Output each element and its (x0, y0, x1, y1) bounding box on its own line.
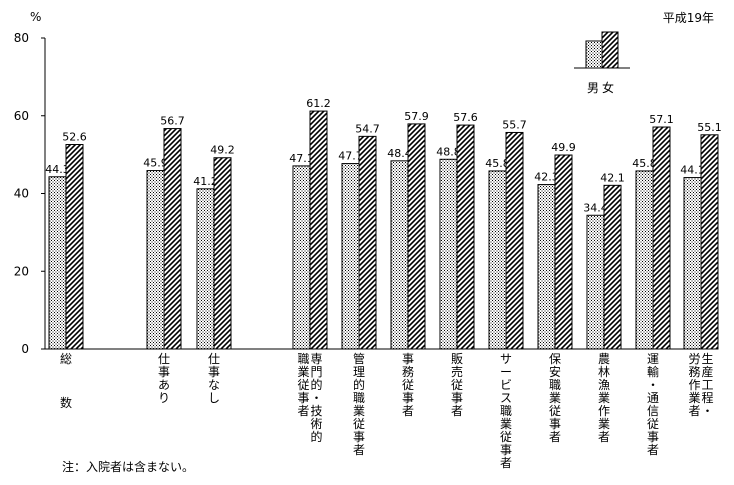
legend-label: 男女 (587, 80, 617, 95)
bar-female-2 (213, 157, 232, 350)
data-label-male-11: 44.1 (680, 164, 705, 177)
category-labels: 総数仕事あり仕事なし専門的・技術的職業従事者管理的職業従事者事務従事者販売従事者… (60, 351, 714, 470)
data-label-male-1: 45.9 (143, 157, 168, 170)
bar-female-6 (456, 124, 475, 350)
category-label-line: 保安職業従事者 (549, 352, 561, 444)
data-label-female-5: 57.9 (404, 110, 429, 123)
data-label-female-10: 57.1 (649, 113, 674, 126)
category-label-11: 生産工程・労務作業者 (688, 352, 713, 418)
data-label-female-7: 55.7 (502, 118, 527, 131)
y-tick-label: 0 (21, 342, 29, 356)
bar-female-9 (603, 184, 622, 350)
category-label-line: 数 (60, 395, 72, 410)
bar-male-0 (48, 176, 67, 350)
category-label-2: 仕事なし (208, 352, 220, 405)
category-label-line: 農林漁業作業者 (598, 352, 610, 444)
category-label-4: 管理的職業従事者 (353, 351, 365, 457)
category-label-6: 販売従事者 (451, 352, 463, 418)
legend-swatch-female (601, 31, 619, 69)
data-label-female-6: 57.6 (453, 111, 478, 124)
category-label-5: 事務従事者 (402, 352, 414, 418)
data-label-male-2: 41.2 (193, 175, 218, 188)
bar-female-5 (407, 123, 426, 350)
y-axis-ticks: 0 20 40 60 80 (14, 31, 45, 356)
category-label-line: 事務従事者 (402, 352, 414, 418)
category-label-9: 農林漁業作業者 (598, 352, 610, 444)
category-label-10: 運輸・通信従事者 (647, 352, 659, 457)
bar-male-8 (537, 184, 556, 350)
bar-female-0 (65, 144, 84, 350)
data-label-male-8: 42.3 (534, 171, 559, 184)
bar-male-1 (146, 170, 165, 350)
data-label-male-0: 44.3 (45, 163, 70, 176)
bar-female-4 (358, 135, 377, 350)
data-label-female-3: 61.2 (306, 97, 331, 110)
bar-male-5 (390, 160, 409, 350)
category-label-line: 総 (60, 352, 72, 366)
category-label-line: 生産工程・ (701, 352, 713, 418)
bar-male-9 (586, 214, 605, 350)
category-label-line: サービス職業従事者 (500, 352, 512, 470)
data-label-female-1: 56.7 (160, 115, 185, 128)
category-label-8: 保安職業従事者 (549, 352, 561, 444)
category-label-line: 職業従事者 (297, 352, 309, 418)
y-tick-label: 80 (14, 31, 29, 45)
category-label-line: 仕事あり (158, 352, 170, 405)
footnote: 注：入院者は含まない。 (62, 459, 194, 474)
bar-male-6 (439, 158, 458, 350)
bar-male-7 (488, 170, 507, 350)
data-label-male-9: 34.4 (583, 201, 608, 214)
data-label-female-9: 42.1 (600, 171, 625, 184)
y-tick-label: 20 (14, 264, 29, 278)
bars: 44.3 52.6 45.9 56.7 41.2 49.2 47.1 61.2 47.7 54.7… (45, 97, 722, 350)
y-axis-unit: % (30, 10, 41, 24)
data-label-male-4: 47.7 (338, 150, 363, 163)
data-label-male-3: 47.1 (289, 152, 314, 165)
y-tick-label: 40 (14, 187, 29, 201)
year-label: 平成19年 (663, 11, 714, 25)
bar-female-11 (700, 134, 719, 350)
category-label-1: 仕事あり (158, 352, 170, 405)
bar-male-10 (635, 170, 654, 350)
category-label-line: 仕事なし (208, 352, 220, 405)
y-tick-label: 60 (14, 109, 29, 123)
bar-male-11 (683, 177, 702, 350)
data-label-male-5: 48.4 (387, 147, 412, 160)
data-label-male-6: 48.8 (436, 145, 461, 158)
bar-male-2 (196, 188, 215, 350)
data-label-male-10: 45.8 (632, 157, 657, 170)
category-label-line: 専門的・技術的 (310, 352, 322, 444)
bar-female-7 (505, 131, 524, 350)
bar-female-10 (652, 126, 671, 350)
data-label-female-8: 49.9 (551, 141, 576, 154)
data-label-female-2: 49.2 (210, 144, 235, 157)
legend: 男女 (574, 31, 630, 95)
data-label-female-0: 52.6 (62, 131, 87, 144)
data-label-male-7: 45.8 (485, 157, 510, 170)
category-label-7: サービス職業従事者 (500, 352, 512, 470)
category-label-line: 販売従事者 (451, 352, 463, 418)
legend-swatch-male (585, 40, 603, 69)
category-label-line: 管理的職業従事者 (353, 351, 365, 457)
bar-male-4 (341, 163, 360, 350)
data-label-female-11: 55.1 (697, 121, 722, 134)
category-label-line: 運輸・通信従事者 (647, 352, 659, 457)
category-label-0: 総数 (60, 352, 72, 410)
bar-female-8 (554, 154, 573, 350)
data-label-female-4: 54.7 (355, 122, 380, 135)
bar-female-1 (163, 128, 182, 350)
category-label-line: 労務作業者 (688, 352, 700, 418)
bar-female-3 (309, 110, 328, 350)
bar-male-3 (292, 165, 311, 350)
